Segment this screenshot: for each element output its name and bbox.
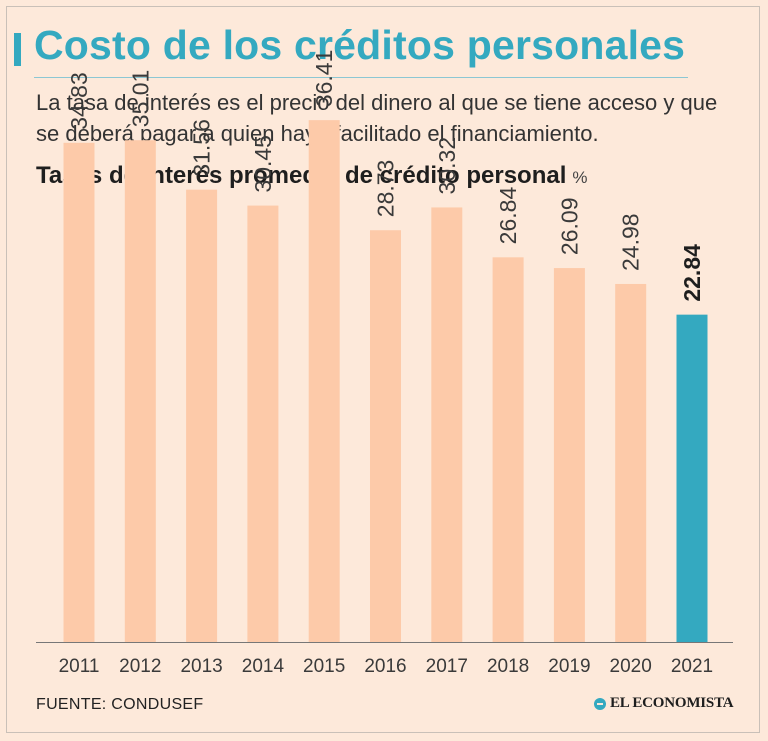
bar-2013 — [186, 189, 218, 642]
figure-frame — [6, 6, 760, 733]
data-label-2015: 36.41 — [311, 50, 337, 108]
x-tick-2012: 2012 — [119, 656, 161, 677]
x-tick-2020: 2020 — [610, 656, 652, 677]
bar-2016 — [370, 230, 401, 642]
x-tick-2019: 2019 — [548, 656, 590, 677]
x-tick-2014: 2014 — [242, 656, 285, 677]
logo-icon — [594, 697, 606, 710]
x-tick-2016: 2016 — [364, 656, 406, 677]
data-label-2017: 30.32 — [434, 137, 460, 195]
logo-wordmark: EL ECONOMISTA — [610, 695, 734, 711]
data-label-2016: 28.73 — [373, 160, 399, 218]
x-tick-2011: 2011 — [59, 656, 100, 677]
bar-2011 — [63, 142, 95, 643]
data-label-2021: 22.84 — [679, 244, 705, 302]
chart-unit-label: % — [572, 168, 588, 187]
bar-2017 — [431, 207, 463, 642]
data-label-2013: 31.56 — [189, 119, 215, 177]
publisher-logo: EL ECONOMISTA — [594, 695, 734, 712]
x-tick-2017: 2017 — [426, 656, 468, 677]
bar-2020 — [615, 283, 647, 642]
x-tick-2015: 2015 — [303, 656, 345, 677]
x-tick-2013: 2013 — [180, 656, 222, 677]
data-label-2020: 24.98 — [618, 213, 644, 271]
bar-2012 — [124, 140, 156, 642]
chart-title-text: Tasas de interés promedio de crédito per… — [36, 162, 567, 189]
bar-2015 — [308, 120, 340, 642]
data-label-2014: 30.45 — [250, 135, 276, 193]
data-label-2011: 34.83 — [66, 72, 92, 130]
source-note: FUENTE: CONDUSEF — [36, 696, 204, 713]
x-tick-2021: 2021 — [671, 656, 713, 677]
bar-2014 — [247, 205, 279, 642]
chart-title: Tasas de interés promedio de crédito per… — [36, 162, 588, 190]
bar-2018 — [492, 257, 524, 642]
data-label-2018: 26.84 — [495, 187, 521, 245]
bar-2019 — [553, 268, 585, 642]
bar-2021 — [676, 314, 708, 642]
title-accent-bar — [14, 33, 21, 66]
data-label-2012: 35.01 — [127, 70, 153, 128]
x-tick-2018: 2018 — [487, 656, 529, 677]
data-label-2019: 26.09 — [556, 198, 582, 256]
title-divider — [34, 77, 688, 78]
page-title: Costo de los créditos personales — [34, 22, 686, 68]
